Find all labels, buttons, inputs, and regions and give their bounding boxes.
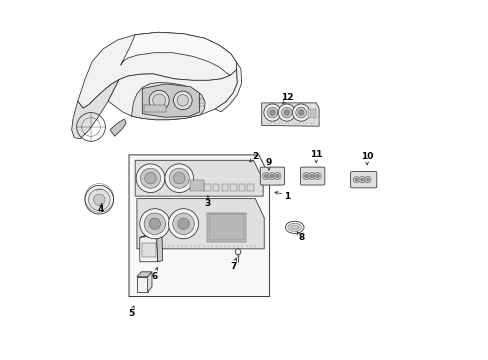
Bar [144, 105, 165, 112]
Circle shape [266, 107, 277, 118]
Text: 4: 4 [98, 205, 104, 214]
Bar [208, 215, 244, 240]
Polygon shape [140, 234, 158, 262]
Circle shape [267, 172, 275, 180]
Bar [204, 184, 210, 192]
Circle shape [292, 104, 309, 121]
Polygon shape [261, 103, 319, 126]
Bar [312, 109, 316, 118]
Circle shape [136, 164, 164, 193]
Bar [247, 184, 253, 192]
Circle shape [366, 178, 368, 181]
Text: 7: 7 [230, 262, 237, 271]
Circle shape [149, 90, 169, 111]
Bar [142, 243, 155, 257]
Circle shape [302, 172, 309, 180]
Circle shape [278, 104, 295, 121]
Circle shape [281, 107, 292, 118]
Polygon shape [137, 272, 152, 277]
Circle shape [169, 168, 189, 188]
Circle shape [364, 176, 370, 183]
Circle shape [284, 110, 289, 116]
Bar [206, 213, 246, 242]
Text: 2: 2 [252, 152, 258, 161]
Text: 9: 9 [265, 158, 271, 167]
Text: 8: 8 [297, 233, 304, 242]
Circle shape [168, 209, 198, 239]
Circle shape [269, 110, 275, 116]
Bar [238, 184, 244, 192]
Bar [137, 277, 147, 292]
Circle shape [262, 172, 269, 180]
Circle shape [354, 178, 357, 181]
Circle shape [298, 110, 304, 116]
Text: 6: 6 [151, 271, 158, 280]
Circle shape [144, 213, 165, 234]
Polygon shape [140, 234, 162, 237]
Polygon shape [131, 82, 204, 120]
Circle shape [360, 178, 363, 181]
Text: 5: 5 [128, 309, 134, 318]
Bar [230, 184, 236, 192]
Circle shape [304, 174, 307, 178]
Polygon shape [135, 160, 263, 196]
Circle shape [173, 172, 184, 184]
Circle shape [264, 174, 267, 178]
Ellipse shape [287, 224, 301, 231]
Circle shape [144, 172, 156, 184]
Polygon shape [78, 32, 236, 108]
Circle shape [264, 104, 281, 121]
Circle shape [309, 174, 313, 178]
Circle shape [172, 213, 194, 234]
Polygon shape [108, 69, 237, 120]
Polygon shape [156, 235, 163, 262]
FancyBboxPatch shape [300, 167, 324, 185]
Polygon shape [137, 199, 264, 249]
Bar [190, 180, 204, 191]
Circle shape [352, 176, 359, 183]
Polygon shape [147, 272, 152, 292]
Circle shape [273, 172, 281, 180]
Circle shape [177, 95, 188, 106]
Circle shape [235, 249, 241, 255]
Circle shape [173, 91, 192, 110]
Text: 12: 12 [280, 93, 292, 102]
Circle shape [88, 189, 110, 211]
Circle shape [85, 185, 113, 214]
Circle shape [313, 172, 321, 180]
Text: 1: 1 [283, 192, 289, 201]
Polygon shape [110, 119, 126, 136]
Text: 11: 11 [309, 150, 322, 159]
Circle shape [295, 107, 306, 118]
Circle shape [93, 194, 105, 206]
Polygon shape [72, 80, 119, 139]
Circle shape [269, 174, 273, 178]
Ellipse shape [290, 225, 298, 229]
Circle shape [152, 94, 165, 107]
Circle shape [149, 218, 160, 229]
Circle shape [275, 174, 279, 178]
Circle shape [140, 209, 169, 239]
Polygon shape [142, 84, 199, 117]
Circle shape [358, 176, 365, 183]
Circle shape [315, 174, 319, 178]
Text: 3: 3 [204, 199, 211, 208]
FancyBboxPatch shape [260, 167, 284, 185]
Polygon shape [121, 32, 236, 75]
Circle shape [178, 218, 189, 229]
Circle shape [164, 164, 193, 193]
Bar [212, 184, 219, 192]
Text: 10: 10 [360, 152, 372, 161]
FancyBboxPatch shape [350, 171, 376, 188]
Polygon shape [215, 62, 241, 112]
Circle shape [308, 172, 315, 180]
Polygon shape [129, 155, 269, 297]
Circle shape [140, 168, 160, 188]
Bar [307, 109, 310, 118]
Bar [221, 184, 227, 192]
Ellipse shape [285, 221, 304, 233]
